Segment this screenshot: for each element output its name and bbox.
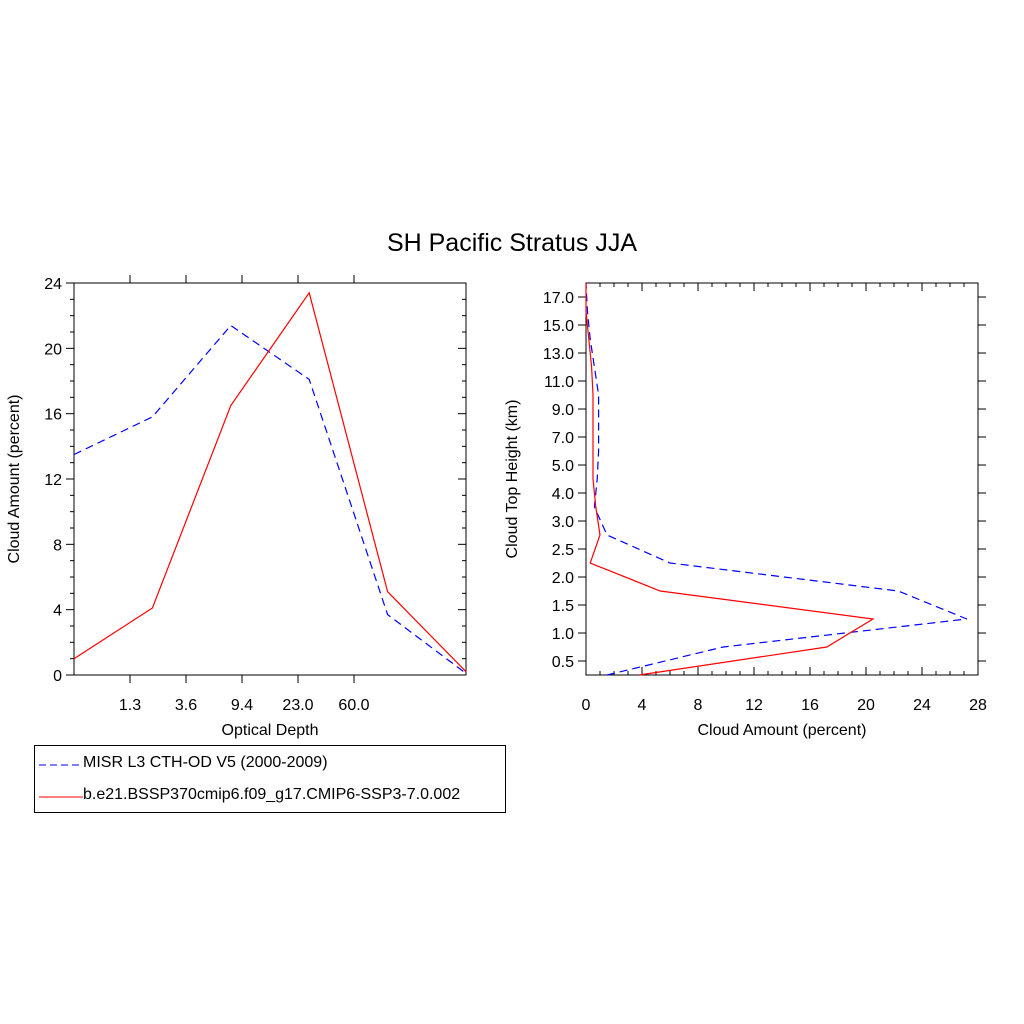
right-y-tick-label: 1.0 <box>552 626 574 643</box>
left-y-tick-label: 8 <box>53 537 62 554</box>
left-y-tick-label: 12 <box>44 472 62 489</box>
left-series-obs-line <box>73 324 467 674</box>
left-y-tick-label: 4 <box>53 603 62 620</box>
left-x-tick-label: 3.6 <box>175 697 197 714</box>
right-y-tick-label: 11.0 <box>544 374 574 391</box>
left-x-tick-label: 9.4 <box>231 697 253 714</box>
right-y-tick-label: 9.0 <box>552 402 574 419</box>
left-x-axis-label: Optical Depth <box>222 722 319 739</box>
legend-label-obs: MISR L3 CTH-OD V5 (2000-2009) <box>83 754 328 771</box>
legend-item-model: b.e21.BSSP370cmip6.f09_g17.CMIP6-SSP3-7.… <box>35 782 505 812</box>
left-axis-ticks: 0 4 8 12 16 20 24 1.3 3.6 9.4 23.0 60.0 <box>44 275 466 714</box>
left-x-tick-label: 23.0 <box>282 697 313 714</box>
right-x-tick-label: 0 <box>582 697 591 714</box>
right-y-tick-label: 0.5 <box>552 654 574 671</box>
right-series-obs-line <box>585 282 968 676</box>
right-y-tick-label: 3.0 <box>552 514 574 531</box>
right-y-tick-label: 4.0 <box>552 486 574 503</box>
left-x-tick-label: 60.0 <box>338 697 369 714</box>
optical-depth-panel: 0 4 8 12 16 20 24 1.3 3.6 9.4 23.0 60.0 Optical Dep… <box>6 275 467 739</box>
right-y-tick-label: 15.0 <box>543 318 574 335</box>
right-y-tick-label: 2.0 <box>552 570 574 587</box>
right-x-tick-label: 24 <box>913 697 931 714</box>
left-y-tick-label: 16 <box>44 407 62 424</box>
right-x-tick-label: 28 <box>969 697 987 714</box>
legend-swatch-model <box>39 796 83 798</box>
left-y-tick-label: 20 <box>44 341 62 358</box>
cloud-top-height-panel: 0 4 8 12 16 20 24 28 0.5 1.0 1.5 2.0 2.5 3.0 4.0 5.0 7.0… <box>504 282 987 739</box>
figure-title: SH Pacific Stratus JJA <box>387 229 637 257</box>
right-x-tick-label: 4 <box>638 697 647 714</box>
left-y-tick-label: 24 <box>44 276 62 293</box>
right-axis-ticks: 0 4 8 12 16 20 24 28 0.5 1.0 1.5 2.0 2.5 3.0 4.0 5.0 7.0… <box>543 283 987 714</box>
legend: MISR L3 CTH-OD V5 (2000-2009) b.e21.BSSP… <box>34 745 506 813</box>
right-x-tick-label: 12 <box>745 697 763 714</box>
right-y-tick-label: 17.0 <box>543 290 574 307</box>
right-y-tick-label: 7.0 <box>552 430 574 447</box>
left-series-model-line <box>73 291 467 673</box>
right-x-tick-label: 8 <box>694 697 703 714</box>
legend-label-model: b.e21.BSSP370cmip6.f09_g17.CMIP6-SSP3-7.… <box>83 786 461 803</box>
left-plot-frame <box>73 282 467 676</box>
left-y-axis-label: Cloud Amount (percent) <box>6 395 23 564</box>
right-series-model-line <box>585 283 875 676</box>
legend-swatch-obs <box>39 764 83 766</box>
left-y-tick-label: 0 <box>53 668 62 685</box>
left-x-tick-label: 1.3 <box>119 697 141 714</box>
right-plot-frame <box>585 282 979 676</box>
right-x-tick-label: 20 <box>857 697 875 714</box>
right-y-tick-label: 13.0 <box>543 346 574 363</box>
right-x-tick-label: 16 <box>801 697 819 714</box>
right-y-tick-label: 1.5 <box>552 598 574 615</box>
legend-item-obs: MISR L3 CTH-OD V5 (2000-2009) <box>35 750 505 780</box>
right-series-lines <box>585 282 968 676</box>
right-y-axis-label: Cloud Top Height (km) <box>504 400 521 559</box>
right-y-tick-label: 5.0 <box>552 458 574 475</box>
right-x-axis-label: Cloud Amount (percent) <box>698 722 867 739</box>
right-y-tick-label: 2.5 <box>552 542 574 559</box>
left-series-lines <box>73 291 467 674</box>
